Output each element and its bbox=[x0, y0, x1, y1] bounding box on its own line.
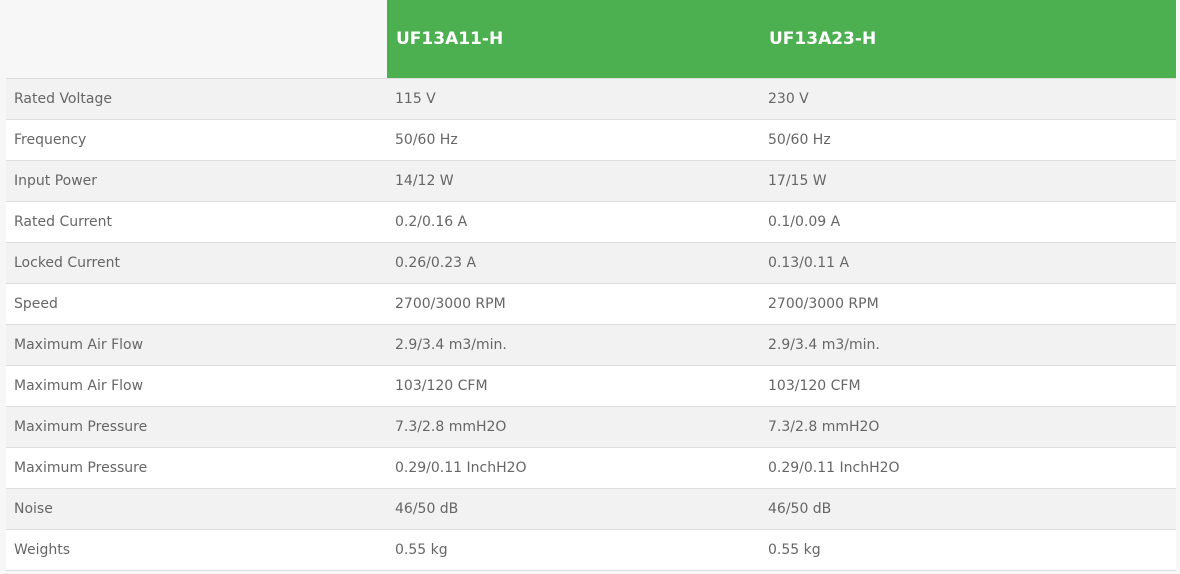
spec-label: Maximum Air Flow bbox=[6, 324, 387, 366]
spec-value: 0.29/0.11 InchH2O bbox=[387, 447, 760, 489]
spec-value: 50/60 Hz bbox=[760, 119, 1176, 161]
spec-value: 0.55 kg bbox=[387, 529, 760, 571]
spec-value: 0.26/0.23 A bbox=[387, 242, 760, 284]
header-model-2: UF13A23-H bbox=[760, 0, 1176, 79]
spec-value: 0.29/0.11 InchH2O bbox=[760, 447, 1176, 489]
header-model-1: UF13A11-H bbox=[387, 0, 760, 79]
spec-value: 7.3/2.8 mmH2O bbox=[760, 406, 1176, 448]
spec-label: Noise bbox=[6, 488, 387, 530]
spec-value: 2.9/3.4 m3/min. bbox=[760, 324, 1176, 366]
spec-value: 0.55 kg bbox=[760, 529, 1176, 571]
spec-label: Maximum Pressure bbox=[6, 406, 387, 448]
spec-table: UF13A11-H UF13A23-H Rated Voltage 115 V 23… bbox=[6, 0, 1176, 571]
table-row: Speed 2700/3000 RPM 2700/3000 RPM bbox=[6, 283, 1176, 325]
table-row: Rated Current 0.2/0.16 A 0.1/0.09 A bbox=[6, 201, 1176, 243]
spec-value: 46/50 dB bbox=[387, 488, 760, 530]
spec-value: 14/12 W bbox=[387, 160, 760, 202]
spec-value: 0.2/0.16 A bbox=[387, 201, 760, 243]
spec-label: Frequency bbox=[6, 119, 387, 161]
spec-label: Rated Voltage bbox=[6, 78, 387, 120]
header-blank bbox=[6, 0, 387, 79]
spec-label: Input Power bbox=[6, 160, 387, 202]
spec-value: 46/50 dB bbox=[760, 488, 1176, 530]
table-row: Noise 46/50 dB 46/50 dB bbox=[6, 488, 1176, 530]
table-row: Input Power 14/12 W 17/15 W bbox=[6, 160, 1176, 202]
table-row: Locked Current 0.26/0.23 A 0.13/0.11 A bbox=[6, 242, 1176, 284]
spec-value: 0.13/0.11 A bbox=[760, 242, 1176, 284]
table-row: Frequency 50/60 Hz 50/60 Hz bbox=[6, 119, 1176, 161]
spec-label: Speed bbox=[6, 283, 387, 325]
table-row: Maximum Air Flow 2.9/3.4 m3/min. 2.9/3.4 m… bbox=[6, 324, 1176, 366]
spec-value: 115 V bbox=[387, 78, 760, 120]
spec-value: 0.1/0.09 A bbox=[760, 201, 1176, 243]
spec-value: 103/120 CFM bbox=[760, 365, 1176, 407]
spec-value: 17/15 W bbox=[760, 160, 1176, 202]
spec-value: 7.3/2.8 mmH2O bbox=[387, 406, 760, 448]
table-row: Maximum Pressure 7.3/2.8 mmH2O 7.3/2.8 mmH… bbox=[6, 406, 1176, 448]
spec-label: Weights bbox=[6, 529, 387, 571]
spec-label: Locked Current bbox=[6, 242, 387, 284]
table-row: Rated Voltage 115 V 230 V bbox=[6, 78, 1176, 120]
spec-value: 50/60 Hz bbox=[387, 119, 760, 161]
spec-value: 2700/3000 RPM bbox=[760, 283, 1176, 325]
spec-value: 2.9/3.4 m3/min. bbox=[387, 324, 760, 366]
table-row: Maximum Air Flow 103/120 CFM 103/120 CFM bbox=[6, 365, 1176, 407]
spec-value: 230 V bbox=[760, 78, 1176, 120]
header-row: UF13A11-H UF13A23-H bbox=[6, 0, 1176, 79]
spec-label: Maximum Pressure bbox=[6, 447, 387, 489]
table-row: Weights 0.55 kg 0.55 kg bbox=[6, 529, 1176, 571]
table-row: Maximum Pressure 0.29/0.11 InchH2O 0.29/0.… bbox=[6, 447, 1176, 489]
spec-value: 2700/3000 RPM bbox=[387, 283, 760, 325]
spec-value: 103/120 CFM bbox=[387, 365, 760, 407]
spec-label: Rated Current bbox=[6, 201, 387, 243]
spec-label: Maximum Air Flow bbox=[6, 365, 387, 407]
